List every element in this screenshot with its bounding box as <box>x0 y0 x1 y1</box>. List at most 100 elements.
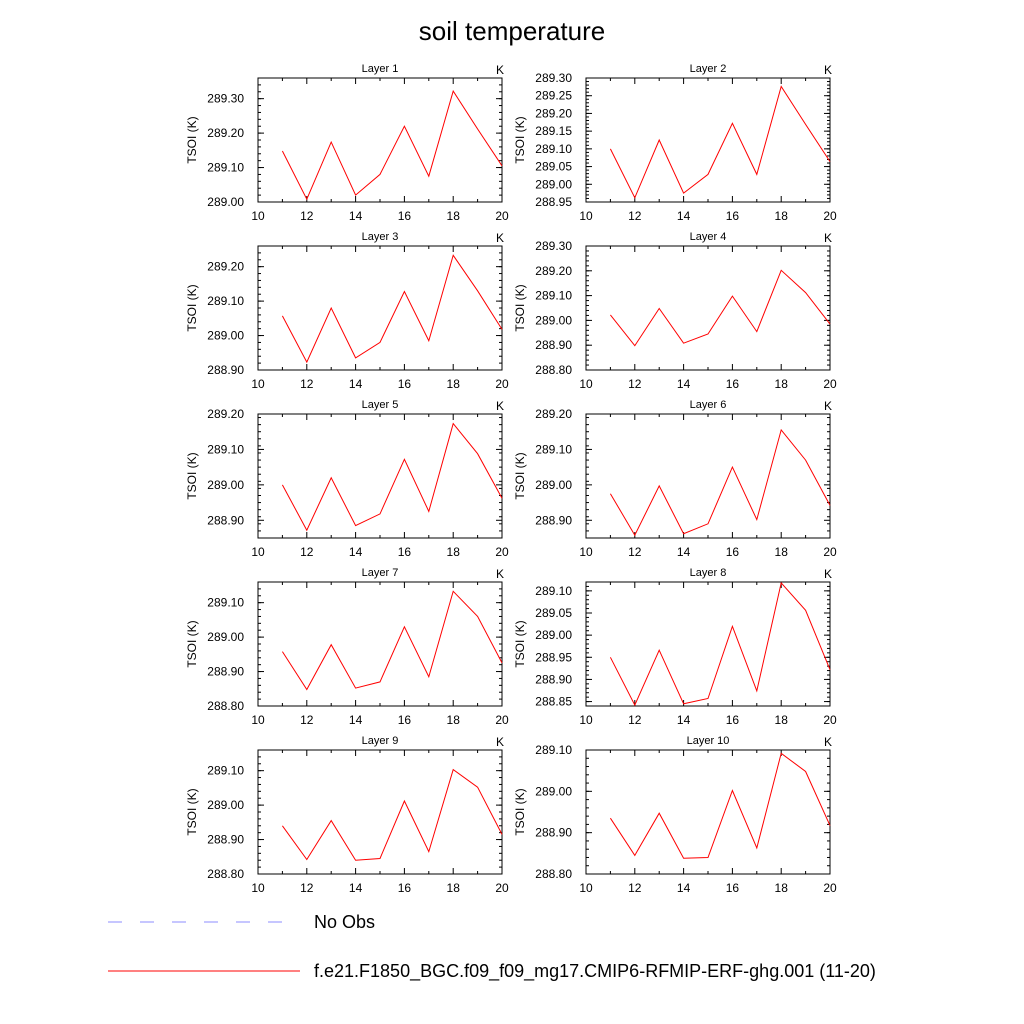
y-tick-label: 289.00 <box>207 478 244 492</box>
panel-6: Layer 6 K 10 12 14 16 18 20 288.90 289.00 289.10 28… <box>513 399 837 559</box>
x-tick-label: 12 <box>300 881 314 895</box>
x-tick-label: 20 <box>495 209 509 223</box>
y-axis-label: TSOI (K) <box>513 620 527 667</box>
x-tick-label: 10 <box>251 209 265 223</box>
x-tick-label: 20 <box>823 377 837 391</box>
panel-units: K <box>824 399 832 413</box>
y-axis-label: TSOI (K) <box>513 116 527 163</box>
x-tick-label: 18 <box>447 209 461 223</box>
y-axis-label: TSOI (K) <box>185 284 199 331</box>
panel-units: K <box>824 63 832 77</box>
x-tick-label: 20 <box>495 545 509 559</box>
x-tick-label: 14 <box>349 713 363 727</box>
y-tick-label: 288.90 <box>535 513 572 527</box>
x-tick-label: 16 <box>398 377 412 391</box>
y-tick-label: 288.95 <box>535 195 572 209</box>
series-line <box>609 752 831 859</box>
y-tick-label: 288.80 <box>207 867 244 881</box>
panel-title: Layer 2 <box>690 63 727 75</box>
x-tick-label: 16 <box>726 377 740 391</box>
x-tick-label: 14 <box>349 209 363 223</box>
plot-frame <box>257 581 503 707</box>
panel-units: K <box>496 231 504 245</box>
y-tick-label: 289.20 <box>535 264 572 278</box>
panel-title: Layer 4 <box>690 231 727 243</box>
plot-frame <box>257 413 503 539</box>
x-tick-label: 14 <box>677 377 691 391</box>
y-tick-label: 289.00 <box>207 798 244 812</box>
plot-frame <box>585 581 831 707</box>
plot-frame <box>585 245 831 371</box>
y-tick-label: 289.30 <box>535 239 572 253</box>
panel-units: K <box>496 735 504 749</box>
plot-frame <box>257 749 503 875</box>
panel-10: Layer 10 K 10 12 14 16 18 20 288.80 288.90 289.00 2… <box>513 735 837 895</box>
x-tick-label: 10 <box>579 545 593 559</box>
panel-title: Layer 5 <box>362 399 399 411</box>
y-tick-label: 289.00 <box>535 628 572 642</box>
y-axis-label: TSOI (K) <box>185 788 199 835</box>
panel-title: Layer 8 <box>690 567 727 579</box>
y-tick-label: 288.90 <box>535 826 572 840</box>
plot-frame <box>585 749 831 875</box>
x-tick-label: 12 <box>628 209 642 223</box>
y-tick-label: 288.95 <box>535 650 572 664</box>
x-tick-label: 16 <box>726 545 740 559</box>
x-tick-label: 16 <box>398 545 412 559</box>
y-tick-label: 289.20 <box>535 407 572 421</box>
x-tick-label: 18 <box>775 545 789 559</box>
x-tick-label: 14 <box>349 545 363 559</box>
panel-title: Layer 6 <box>690 399 727 411</box>
x-tick-label: 10 <box>579 209 593 223</box>
y-tick-label: 288.80 <box>535 363 572 377</box>
x-tick-label: 10 <box>251 545 265 559</box>
x-tick-label: 20 <box>495 713 509 727</box>
x-tick-label: 20 <box>495 881 509 895</box>
y-tick-label: 289.00 <box>535 478 572 492</box>
y-tick-label: 288.90 <box>207 665 244 679</box>
y-tick-label: 289.20 <box>535 106 572 120</box>
x-tick-label: 12 <box>628 713 642 727</box>
x-tick-label: 10 <box>579 377 593 391</box>
plot-frame <box>257 77 503 203</box>
y-tick-label: 288.90 <box>207 363 244 377</box>
y-tick-label: 289.30 <box>207 92 244 106</box>
panel-title: Layer 7 <box>362 567 399 579</box>
x-tick-label: 18 <box>447 881 461 895</box>
legend: No Obs f.e21.F1850_BGC.f09_f09_mg17.CMIP… <box>108 912 876 982</box>
x-tick-label: 16 <box>398 881 412 895</box>
y-axis-label: TSOI (K) <box>513 284 527 331</box>
y-tick-label: 288.90 <box>207 833 244 847</box>
y-axis-label: TSOI (K) <box>185 116 199 163</box>
panel-title: Layer 1 <box>362 63 399 75</box>
y-tick-label: 289.20 <box>207 260 244 274</box>
figure-title: soil temperature <box>419 16 605 46</box>
y-tick-label: 289.10 <box>207 294 244 308</box>
x-tick-label: 20 <box>823 209 837 223</box>
y-tick-label: 288.80 <box>207 699 244 713</box>
x-tick-label: 16 <box>398 209 412 223</box>
x-tick-label: 16 <box>398 713 412 727</box>
series-line <box>609 428 831 537</box>
y-tick-label: 288.90 <box>207 513 244 527</box>
x-tick-label: 20 <box>823 545 837 559</box>
panel-units: K <box>824 735 832 749</box>
y-tick-label: 289.00 <box>535 784 572 798</box>
x-tick-label: 10 <box>579 713 593 727</box>
y-tick-label: 289.00 <box>207 195 244 209</box>
x-tick-label: 10 <box>251 881 265 895</box>
plot-frame <box>585 77 831 203</box>
panel-units: K <box>496 399 504 413</box>
x-tick-label: 12 <box>628 377 642 391</box>
plot-frame <box>585 413 831 539</box>
x-tick-label: 12 <box>300 209 314 223</box>
series-line <box>281 768 503 861</box>
y-axis-label: TSOI (K) <box>513 452 527 499</box>
y-tick-label: 289.20 <box>207 407 244 421</box>
panel-units: K <box>496 567 504 581</box>
x-tick-label: 10 <box>251 377 265 391</box>
y-tick-label: 289.10 <box>535 289 572 303</box>
y-tick-label: 289.15 <box>535 124 572 138</box>
series-line <box>281 89 503 201</box>
